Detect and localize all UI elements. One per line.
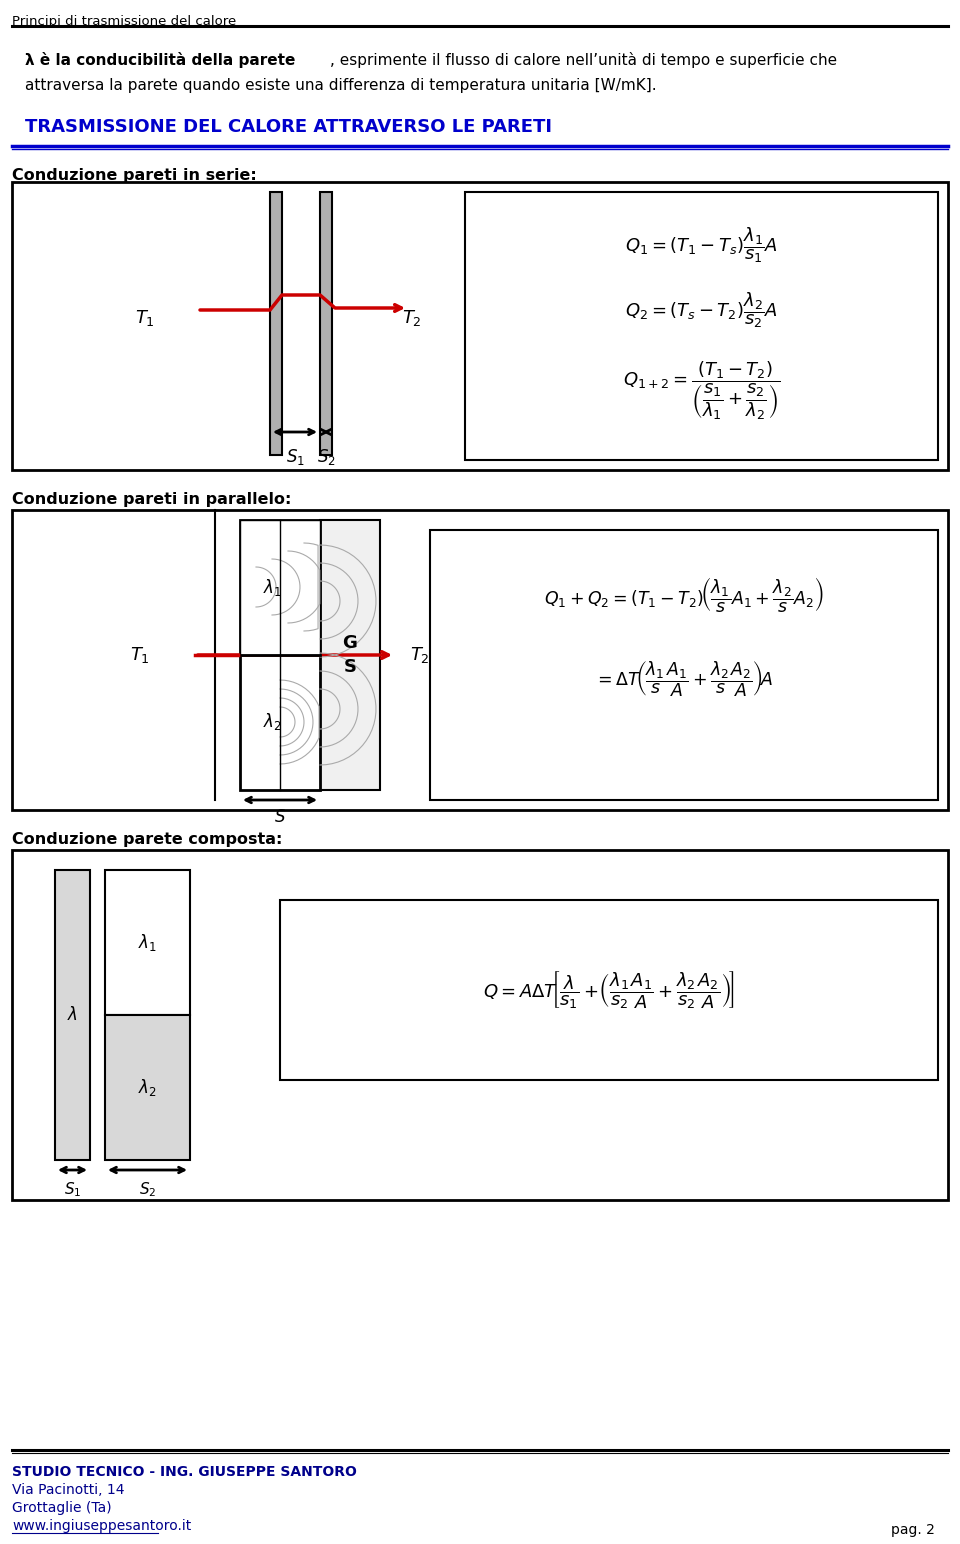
Text: attraversa la parete quando esiste una differenza di temperatura unitaria [W/mK]: attraversa la parete quando esiste una d… [25, 79, 657, 93]
Text: $S_1$: $S_1$ [285, 448, 304, 466]
Bar [320, 520, 380, 791]
Text: $Q_1 + Q_2 = (T_1 - T_2)\!\left(\dfrac{\lambda_1}{s}A_1 + \dfrac{\lambda_2}{s}A_: $Q_1 + Q_2 = (T_1 - T_2)\!\left(\dfrac{\… [544, 574, 824, 615]
Text: Conduzione parete composta:: Conduzione parete composta: [12, 832, 282, 848]
Text: $= \Delta T\!\left(\dfrac{\lambda_1}{s}\dfrac{A_1}{A} + \dfrac{\lambda_2}{s}\dfr: $= \Delta T\!\left(\dfrac{\lambda_1}{s}\… [594, 659, 774, 699]
Text: $\mathbf{S}$: $\mathbf{S}$ [343, 658, 357, 676]
Text: $Q_1 = (T_1 - T_s)\dfrac{\lambda_1}{s_1}A$: $Q_1 = (T_1 - T_s)\dfrac{\lambda_1}{s_1}… [625, 225, 778, 264]
Bar [55, 869, 90, 1160]
Bar [465, 191, 938, 460]
Text: Grottaglie (Ta): Grottaglie (Ta) [12, 1501, 111, 1515]
Bar [320, 191, 332, 455]
Text: , esprimente il flusso di calore nell’unità di tempo e superficie che: , esprimente il flusso di calore nell’un… [330, 52, 837, 68]
Bar [280, 900, 938, 1079]
Bar [105, 869, 190, 1014]
Text: $\lambda_1$: $\lambda_1$ [262, 576, 281, 598]
Text: $T_1$: $T_1$ [130, 645, 150, 665]
Text: λ è la conducibilità della parete: λ è la conducibilità della parete [25, 52, 296, 68]
Text: $T_1$: $T_1$ [135, 307, 155, 327]
Bar [12, 510, 948, 811]
Text: $Q_2 = (T_s - T_2)\dfrac{\lambda_2}{s_2}A$: $Q_2 = (T_s - T_2)\dfrac{\lambda_2}{s_2}… [625, 290, 778, 329]
Text: $Q_{1+2} = \dfrac{(T_1 - T_2)}{\left(\dfrac{s_1}{\lambda_1} + \dfrac{s_2}{\lambd: $Q_{1+2} = \dfrac{(T_1 - T_2)}{\left(\df… [623, 360, 780, 423]
Text: Via Pacinotti, 14: Via Pacinotti, 14 [12, 1482, 125, 1498]
Text: www.ingiuseppesantoro.it: www.ingiuseppesantoro.it [12, 1519, 191, 1533]
Text: Conduzione pareti in serie:: Conduzione pareti in serie: [12, 168, 256, 184]
Text: $\lambda_2$: $\lambda_2$ [138, 1078, 156, 1098]
Text: $S_2$: $S_2$ [139, 1180, 156, 1198]
Text: Conduzione pareti in parallelo:: Conduzione pareti in parallelo: [12, 493, 292, 506]
Text: $T_2$: $T_2$ [410, 645, 430, 665]
Text: $\lambda_1$: $\lambda_1$ [138, 933, 157, 953]
Bar [270, 191, 282, 455]
Text: $\mathbf{G}$: $\mathbf{G}$ [342, 635, 358, 652]
Text: $S_1$: $S_1$ [63, 1180, 82, 1198]
Bar [12, 182, 948, 469]
Bar [240, 520, 320, 655]
Text: $Q = A\Delta T\!\left[\dfrac{\lambda}{s_1} + \!\left(\dfrac{\lambda_1}{s_2}\dfra: $Q = A\Delta T\!\left[\dfrac{\lambda}{s_… [483, 970, 735, 1010]
Bar [240, 520, 320, 791]
Text: $T_2$: $T_2$ [402, 307, 421, 327]
Text: $\lambda_2$: $\lambda_2$ [263, 712, 281, 732]
Text: $\lambda$: $\lambda$ [67, 1007, 78, 1024]
Text: $S_2$: $S_2$ [317, 448, 335, 466]
Bar [12, 851, 948, 1200]
Text: Principi di trasmissione del calore: Principi di trasmissione del calore [12, 15, 236, 28]
Bar [105, 1014, 190, 1160]
Text: pag. 2: pag. 2 [891, 1522, 935, 1536]
Bar [430, 530, 938, 800]
Text: STUDIO TECNICO - ING. GIUSEPPE SANTORO: STUDIO TECNICO - ING. GIUSEPPE SANTORO [12, 1465, 357, 1479]
Text: TRASMISSIONE DEL CALORE ATTRAVERSO LE PARETI: TRASMISSIONE DEL CALORE ATTRAVERSO LE PA… [25, 117, 552, 136]
Text: $S$: $S$ [274, 808, 286, 826]
